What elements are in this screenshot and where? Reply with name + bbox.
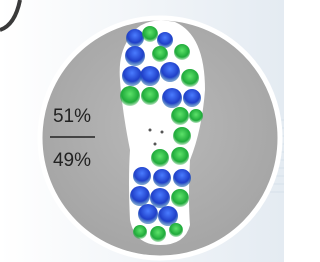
foot-balance-view: 51% 49% <box>0 0 284 262</box>
lower-percentage: 49% <box>53 150 91 171</box>
upper-percentage: 51% <box>53 106 91 127</box>
page: 51% 49% (() => { const data = JSON.parse… <box>0 0 284 262</box>
